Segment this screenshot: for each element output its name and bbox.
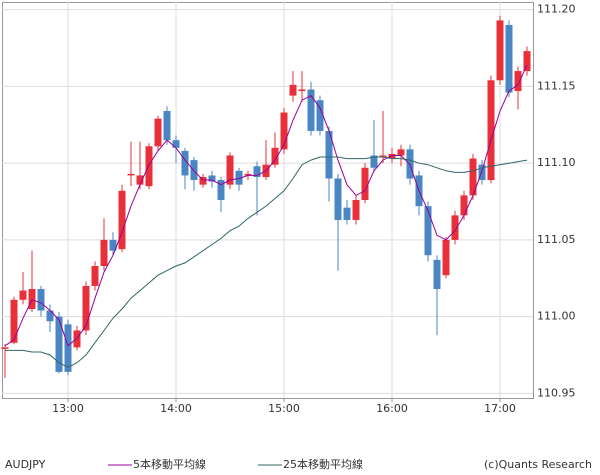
- candle-body: [82, 285, 90, 331]
- candle-body: [19, 290, 27, 300]
- candle-body: [244, 173, 252, 176]
- candle-body: [424, 206, 432, 256]
- candle-body: [325, 130, 333, 179]
- candle-body: [451, 215, 459, 240]
- candle-body: [28, 289, 36, 309]
- candle-body: [442, 239, 450, 276]
- candle-body: [208, 175, 216, 182]
- y-tick-label: 110.95: [537, 386, 576, 399]
- moving-average-line: [5, 156, 528, 368]
- candle-body: [109, 239, 117, 251]
- x-tick-label: 17:00: [484, 402, 516, 415]
- candle-body: [460, 195, 468, 216]
- x-tick-label: 15:00: [268, 402, 300, 415]
- candle-body: [370, 155, 378, 168]
- candle-body: [217, 180, 225, 200]
- credit: (c)Quants Research: [484, 458, 592, 471]
- legend-label: 5本移動平均線: [133, 457, 206, 471]
- candle-body: [199, 176, 207, 185]
- plot-area: [2, 2, 534, 399]
- candle-body: [343, 207, 351, 220]
- moving-average-line: [4, 64, 528, 347]
- candle-body: [280, 112, 288, 150]
- y-tick-label: 111.20: [537, 3, 576, 16]
- candle-body: [118, 190, 126, 250]
- y-tick-label: 111.00: [537, 310, 576, 323]
- x-tick-label: 13:00: [52, 402, 84, 415]
- candle-body: [55, 316, 63, 372]
- candle-body: [397, 149, 405, 156]
- candle-body: [289, 84, 297, 96]
- candle-body: [388, 153, 396, 159]
- candle-body: [73, 330, 81, 348]
- candle-body: [1, 347, 9, 349]
- candle-body: [406, 149, 414, 179]
- candle-body: [46, 310, 54, 322]
- candle-body: [163, 110, 171, 141]
- legend-label: 25本移動平均線: [283, 457, 363, 471]
- candle-body: [379, 155, 387, 158]
- candle-body: [127, 173, 135, 176]
- candle-body: [271, 147, 279, 165]
- symbol: AUDJPY: [5, 458, 46, 471]
- x-tick-label: 16:00: [376, 402, 408, 415]
- candle-body: [181, 150, 189, 176]
- candle-body: [136, 175, 144, 185]
- candle-body: [10, 299, 18, 343]
- candle-body: [307, 89, 315, 131]
- candle-body: [298, 89, 306, 92]
- candle-body: [496, 20, 504, 81]
- candle-body: [514, 71, 522, 92]
- candle-body: [253, 166, 261, 177]
- y-tick-label: 111.05: [537, 233, 576, 246]
- candle-body: [334, 178, 342, 220]
- y-tick-label: 111.15: [537, 79, 576, 92]
- candle-body: [487, 80, 495, 181]
- candle-body: [523, 51, 531, 72]
- candle-body: [235, 170, 243, 185]
- candle-body: [64, 324, 72, 372]
- candle-body: [145, 146, 153, 187]
- candle-body: [433, 259, 441, 290]
- candle-body: [172, 140, 180, 148]
- candle-body: [478, 164, 486, 181]
- y-tick-label: 111.10: [537, 156, 576, 169]
- candle-body: [361, 167, 369, 200]
- candle-body: [154, 118, 162, 147]
- candle-body: [352, 200, 360, 220]
- x-tick-label: 14:00: [160, 402, 192, 415]
- candle-body: [469, 158, 477, 196]
- candle-body: [505, 25, 513, 93]
- candle-body: [226, 155, 234, 185]
- candle-body: [37, 289, 45, 311]
- candle-body: [91, 266, 99, 286]
- candle-body: [316, 100, 324, 131]
- candle-body: [100, 239, 108, 266]
